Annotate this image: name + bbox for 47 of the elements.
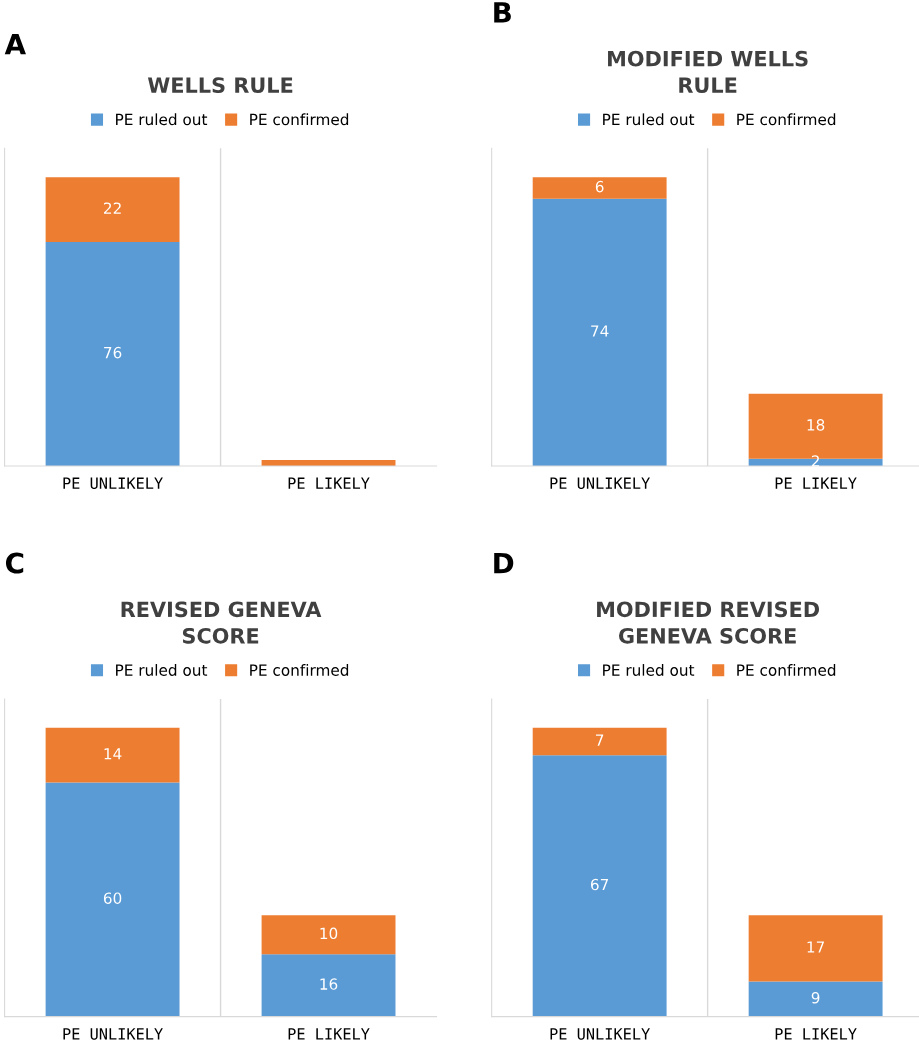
bar (532, 177, 667, 199)
data-label: 67 (590, 878, 609, 891)
x-tick-label: PE UNLIKELY (550, 477, 650, 489)
x-tick-label: PE UNLIKELY (63, 1028, 163, 1040)
x-tick-label: PE LIKELY (775, 477, 857, 489)
legend-label: PE confirmed (737, 113, 836, 126)
legend-label: PE ruled out (116, 113, 208, 126)
x-tick-label: PE UNLIKELY (63, 477, 163, 489)
bar (532, 198, 667, 466)
data-label: 22 (103, 202, 121, 214)
data-label: 76 (104, 346, 122, 359)
text: A (4, 34, 26, 55)
data-label: 6 (595, 180, 604, 193)
data-label: 14 (104, 748, 122, 760)
legend-label: PE confirmed (737, 664, 836, 676)
bar (748, 915, 883, 982)
data-label: 7 (596, 734, 604, 746)
x-tick-label: PE LIKELY (288, 477, 370, 489)
data-label: 17 (807, 941, 825, 953)
x-tick-label: PE UNLIKELY (550, 1028, 650, 1040)
x-tick-label: PE LIKELY (775, 1028, 857, 1040)
legend-label: PE confirmed (250, 113, 349, 126)
bar (261, 915, 396, 955)
chart-title: REVISED GENEVA SCORE (121, 601, 322, 644)
legend-label: PE ruled out (116, 664, 208, 676)
text: B (494, 2, 511, 23)
bar (45, 727, 180, 783)
data-label: 74 (591, 325, 609, 337)
data-label: 16 (320, 978, 338, 990)
data-label: 10 (320, 927, 338, 940)
legend-label: PE confirmed (250, 664, 349, 676)
legend-label: PE ruled out (603, 664, 695, 676)
x-tick-label: PE LIKELY (288, 1028, 370, 1040)
data-label: 60 (103, 892, 122, 904)
data-label: 18 (807, 419, 825, 431)
bar (748, 981, 883, 1017)
bar (45, 782, 180, 1017)
bar (532, 727, 667, 756)
legend-label: PE ruled out (603, 113, 695, 126)
bar (532, 755, 667, 1017)
chart-title: WELLS RULE (147, 77, 293, 93)
text: C (5, 552, 24, 574)
data-label: 9 (811, 991, 820, 1004)
bar (261, 954, 396, 1017)
chart-title: MODIFIED WELLS RULE (608, 50, 808, 93)
chart-title: MODIFIED REVISED GENEVA SCORE (597, 601, 819, 644)
text: D (494, 552, 514, 574)
